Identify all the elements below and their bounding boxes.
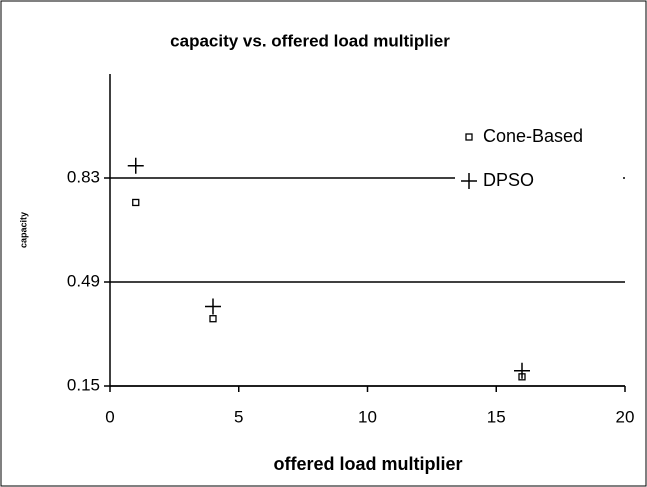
marker-plus	[205, 298, 221, 315]
y-tick-label: 0.15	[67, 375, 100, 394]
legend-label: Cone-Based	[483, 126, 583, 146]
chart-title: capacity vs. offered load multiplier	[170, 31, 450, 50]
legend-label: DPSO	[483, 170, 534, 190]
marker-plus	[461, 173, 477, 189]
y-tick-label: 0.83	[67, 167, 100, 186]
marker-square	[132, 198, 140, 207]
marker-plus	[514, 362, 530, 379]
x-axis-label: offered load multiplier	[273, 454, 462, 474]
x-tick-label: 0	[105, 407, 114, 426]
x-tick-label: 20	[616, 407, 635, 426]
marker-square	[465, 133, 473, 141]
marker-square	[209, 315, 217, 323]
y-axis-label: capacity	[18, 212, 28, 248]
x-tick-label: 5	[234, 407, 243, 426]
legend-box	[455, 118, 623, 198]
x-tick-label: 10	[358, 407, 377, 426]
marker-plus	[127, 157, 144, 174]
y-tick-label: 0.49	[67, 271, 100, 290]
x-tick-label: 15	[487, 407, 506, 426]
